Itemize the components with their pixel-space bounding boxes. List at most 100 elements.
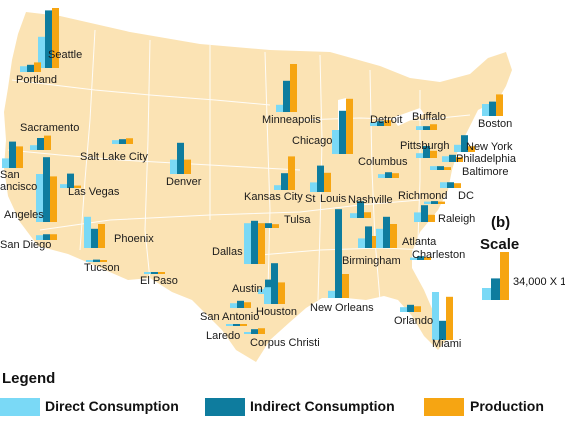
city-label-kansas-city: Kansas City xyxy=(244,191,303,203)
bar-baltimore-production xyxy=(444,167,451,170)
bar-atlanta-production xyxy=(390,224,397,248)
bar-houston-production xyxy=(278,282,285,304)
bar-san-diego-production xyxy=(50,234,57,240)
bar-charleston-production xyxy=(424,257,431,260)
bar-minneapolis-production xyxy=(290,64,297,112)
bar-el-paso-direct xyxy=(144,272,151,274)
bar-miami-indirect xyxy=(439,320,446,340)
bar-kansas-city-indirect xyxy=(281,173,288,190)
bar-dallas-indirect xyxy=(251,220,258,264)
city-label-louis: Louis xyxy=(320,193,347,205)
bar-los-angeles-indirect xyxy=(43,157,50,222)
us-landmass xyxy=(4,12,512,362)
bar-dc-direct xyxy=(440,182,447,188)
bar-kansas-city-production xyxy=(288,156,295,190)
city-label-new-orleans: New Orleans xyxy=(310,302,374,314)
bar-sacramento-direct xyxy=(30,145,37,150)
bar-birmingham-direct xyxy=(358,238,365,248)
bar-san-francisco-direct xyxy=(2,158,9,168)
bar-seattle-production xyxy=(52,8,59,68)
bar-atlanta-indirect xyxy=(383,216,390,248)
bar-laredo-indirect xyxy=(233,324,240,326)
bar-salt-lake-city-indirect xyxy=(119,139,126,144)
bar-dc-production xyxy=(454,183,461,188)
city-label-el-paso: El Paso xyxy=(140,275,178,287)
city-label-tulsa: Tulsa xyxy=(284,214,311,226)
city-label-san-francisco: San xyxy=(0,169,20,181)
bar-raleigh-production xyxy=(428,214,435,222)
bar-dc-indirect xyxy=(447,182,454,188)
bar-las-vegas-direct xyxy=(60,184,67,188)
bar-atlanta-direct xyxy=(376,228,383,248)
scale-label: 34,000 X 1 xyxy=(513,276,565,288)
bar-portland-indirect xyxy=(27,64,34,72)
bar-new-orleans-direct xyxy=(328,290,335,298)
legend-swatch-direct xyxy=(0,398,40,416)
city-label-columbus: Columbus xyxy=(358,156,408,168)
bar-columbus-production xyxy=(392,173,399,178)
bar-orlando-production xyxy=(414,306,421,312)
bar-corpus-christi-direct xyxy=(244,332,251,334)
bar-columbus-indirect xyxy=(385,172,392,178)
bar-baltimore-direct xyxy=(430,166,437,170)
bar-philadelphia-direct xyxy=(442,156,449,162)
bar-el-paso-production xyxy=(158,272,165,274)
bar-columbus-direct xyxy=(378,174,385,178)
city-label-los-angeles: Angeles xyxy=(4,209,44,221)
bar-corpus-christi-indirect xyxy=(251,329,258,334)
city-label-corpus-christi: Corpus Christi xyxy=(250,337,320,349)
bar-salt-lake-city-production xyxy=(126,138,133,144)
panel-label: (b) xyxy=(491,214,511,231)
city-label-miami: Miami xyxy=(432,338,461,350)
city-label-detroit: Detroit xyxy=(370,114,402,126)
bar-richmond-indirect xyxy=(431,201,438,204)
city-label-st: St xyxy=(305,193,315,205)
city-label-salt-lake-city: Salt Lake City xyxy=(80,151,148,163)
bar-orlando-indirect xyxy=(407,304,414,312)
city-label-phoenix: Phoenix xyxy=(114,233,154,245)
bar-laredo-direct xyxy=(226,324,233,326)
bar-tulsa-indirect xyxy=(265,223,272,228)
scale-bar-indirect xyxy=(491,278,500,300)
city-label-san-diego: San Diego xyxy=(0,239,51,251)
scale-bar-direct xyxy=(482,288,491,300)
bar-san-antonio-direct xyxy=(230,303,237,308)
city-label-seattle: Seattle xyxy=(48,49,82,61)
city-label-san-antonio: San Antonio xyxy=(200,311,259,323)
bar-richmond-production xyxy=(438,201,445,204)
city-label-tucson: Tucson xyxy=(84,262,120,274)
bar-chicago-direct xyxy=(332,130,339,154)
city-label-birmingham: Birmingham xyxy=(342,255,401,267)
bar-sacramento-production xyxy=(44,135,51,150)
bar-kansas-city-direct xyxy=(274,185,281,190)
bar-buffalo-indirect xyxy=(423,126,430,130)
city-label-philadelphia: Philadelphia xyxy=(456,153,517,165)
scale-bar-production xyxy=(500,252,509,300)
legend-label-direct: Direct Consumption xyxy=(45,398,179,414)
city-label-portland: Portland xyxy=(16,74,57,86)
bar-new-york-direct xyxy=(454,144,461,152)
bar-pittsburgh-direct xyxy=(416,153,423,158)
bar-phoenix-indirect xyxy=(91,228,98,248)
city-label-san-francisco-2: ancisco xyxy=(0,181,37,193)
bar-dallas-direct xyxy=(244,223,251,264)
bar-pittsburgh-indirect xyxy=(423,146,430,158)
bar-st-louis-indirect xyxy=(317,165,324,192)
bar-el-paso-indirect xyxy=(151,272,158,274)
legend-swatch-indirect xyxy=(205,398,245,416)
state-borders xyxy=(7,29,471,301)
city-label-houston: Houston xyxy=(256,306,297,318)
bar-nashville-direct xyxy=(350,213,357,218)
bar-orlando-direct xyxy=(400,307,407,312)
legend-label-production: Production xyxy=(470,398,544,414)
bar-salt-lake-city-direct xyxy=(112,140,119,144)
bar-baltimore-indirect xyxy=(437,166,444,170)
city-label-new-york: New York xyxy=(466,141,513,153)
bar-tucson-direct xyxy=(86,260,93,262)
bar-houston-indirect xyxy=(271,263,278,304)
city-label-charleston: Charleston xyxy=(412,249,465,261)
bar-detroit-production xyxy=(384,120,391,126)
bar-new-york-production xyxy=(468,146,475,152)
